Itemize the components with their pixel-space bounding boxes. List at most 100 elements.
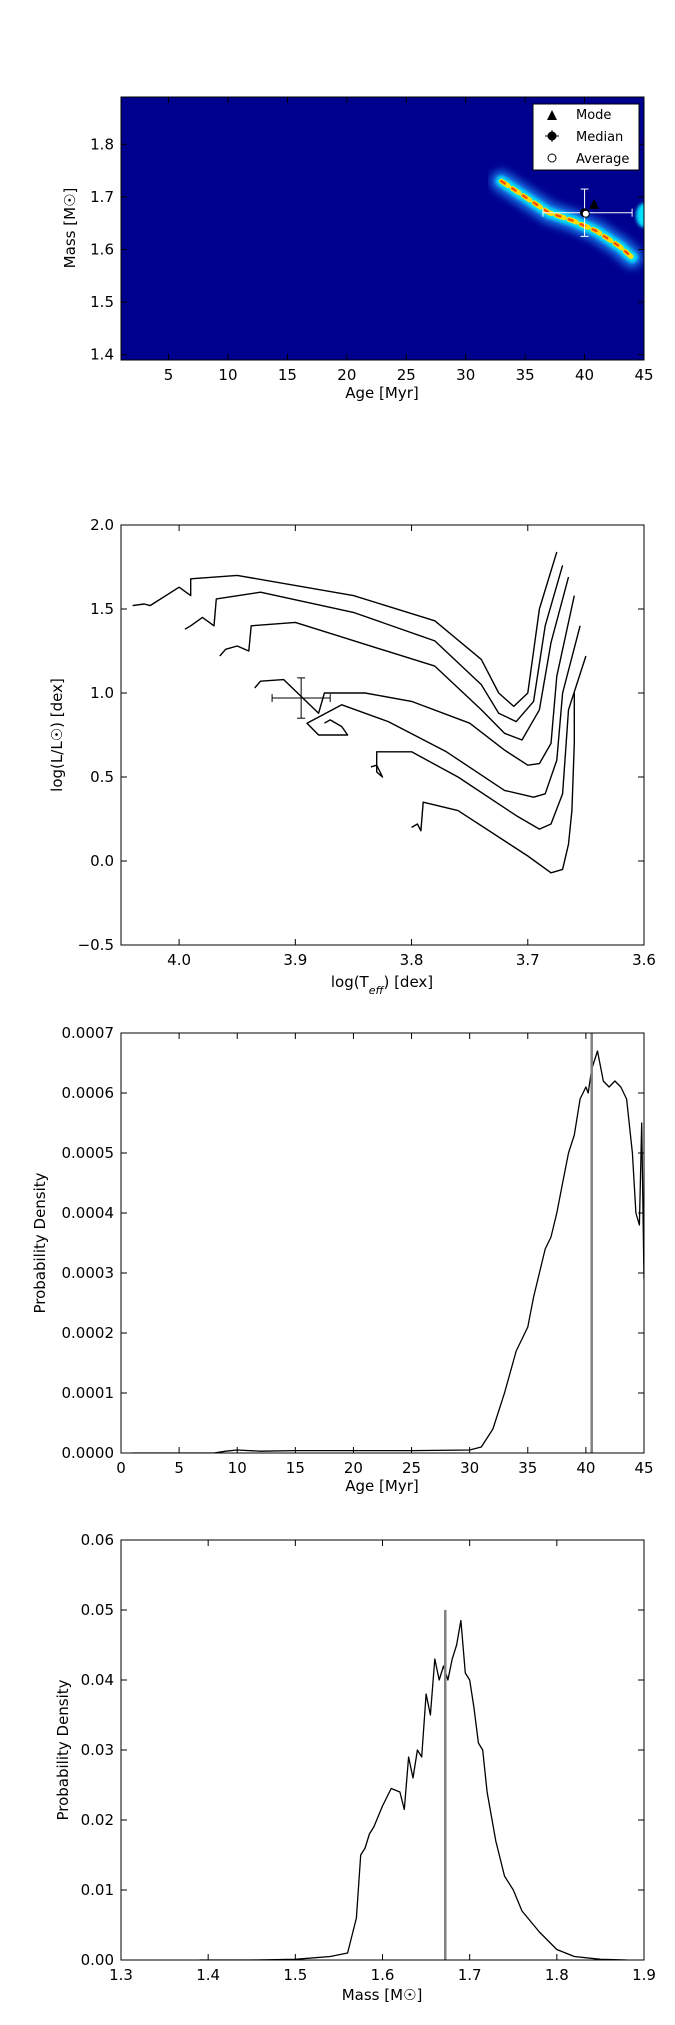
x-tick-label: 10 xyxy=(228,1459,247,1477)
y-axis-label: log(L/L☉) [dex] xyxy=(48,678,66,792)
x-tick-label: 35 xyxy=(516,366,535,384)
plot-frame xyxy=(120,524,645,946)
x-tick-label: 20 xyxy=(337,366,356,384)
axis-ticks: 1.3 1.4 1.5 1.6 1.7 1.8 1.9 0.06 0.05 0.04 0.03 0.0… xyxy=(81,1531,656,1984)
y-tick-label: 0.0004 xyxy=(62,1204,115,1222)
isochrone-5 xyxy=(306,625,581,798)
ridge-hot xyxy=(500,179,634,259)
x-tick-label: 5 xyxy=(164,366,174,384)
x-tick-label: 10 xyxy=(218,366,237,384)
y-tick-label: 0.0005 xyxy=(62,1144,115,1162)
y-tick-label: 0.06 xyxy=(81,1531,114,1549)
plot-frame xyxy=(120,96,645,361)
x-tick-label: 25 xyxy=(397,366,416,384)
axis-ticks: 4.0 3.9 3.8 3.7 3.6 2.0 1.5 1.0 0.5 0.0 −0.5 xyxy=(78,516,656,969)
axis-ticks: 5 10 15 20 25 30 35 40 45 1.4 1.5 1.6 1.7 1.8 xyxy=(90,97,654,384)
legend: Mode Median Average xyxy=(532,103,640,171)
isochrone-4 xyxy=(254,595,575,766)
y-tick-label: 0.0003 xyxy=(62,1264,115,1282)
x-tick-label: 1.8 xyxy=(545,1966,569,1984)
x-tick-label: 5 xyxy=(174,1459,184,1477)
y-tick-label: −0.5 xyxy=(78,936,114,954)
y-tick-label: 2.0 xyxy=(90,516,114,534)
x-tick-label: 4.0 xyxy=(167,951,191,969)
x-tick-label: 15 xyxy=(286,1459,305,1477)
plot-frame xyxy=(120,1032,645,1454)
legend-mode-label: Mode xyxy=(576,108,611,123)
y-tick-label: 0.02 xyxy=(81,1811,114,1829)
heatmap-markers xyxy=(542,188,633,237)
axis-ticks: 0 5 10 15 20 25 30 35 40 45 0.0000 0.0001 0.0002 0.00… xyxy=(62,1024,654,1477)
age-pdf-line xyxy=(132,1050,644,1453)
ridge-edge xyxy=(636,203,644,228)
isochrone-6 xyxy=(370,655,587,830)
panel-mass-age-heatmap: 5 10 15 20 25 30 35 40 45 1.4 1.5 1.6 1.7 1.8 Age [My… xyxy=(61,96,654,402)
x-tick-label: 1.7 xyxy=(458,1966,482,1984)
x-tick-label: 45 xyxy=(634,1459,653,1477)
x-tick-label: 1.4 xyxy=(196,1966,220,1984)
x-tick-label: 1.6 xyxy=(371,1966,395,1984)
y-tick-label: 0.0002 xyxy=(62,1324,115,1342)
y-tick-label: 1.0 xyxy=(90,684,114,702)
plot-frame xyxy=(120,1539,645,1961)
x-tick-label: 35 xyxy=(518,1459,537,1477)
y-tick-label: 0.0 xyxy=(90,852,114,870)
x-tick-label: 1.3 xyxy=(109,1966,133,1984)
y-tick-label: 0.03 xyxy=(81,1741,114,1759)
y-tick-label: 0.5 xyxy=(90,768,114,786)
y-tick-label: 1.4 xyxy=(90,346,114,364)
isochrone-1 xyxy=(132,551,558,708)
y-tick-label: 0.0006 xyxy=(62,1084,115,1102)
x-tick-label: 20 xyxy=(344,1459,363,1477)
x-tick-label: 15 xyxy=(278,366,297,384)
y-axis-label: Mass [M☉] xyxy=(61,188,79,269)
x-tick-label: 3.7 xyxy=(516,951,540,969)
y-axis-label: Probability Density xyxy=(54,1679,72,1820)
mass-pdf-curve xyxy=(199,1610,627,1960)
y-tick-label: 1.6 xyxy=(90,241,114,259)
mode-marker xyxy=(589,198,600,209)
heatmap-ridge xyxy=(490,170,644,269)
isochrone-2 xyxy=(184,565,564,723)
star-errorbar xyxy=(271,677,331,719)
y-tick-label: 0.0001 xyxy=(62,1384,115,1402)
y-tick-label: 1.5 xyxy=(90,293,114,311)
legend-median-marker xyxy=(547,131,557,141)
y-tick-label: 1.5 xyxy=(90,600,114,618)
x-axis-label: Age [Myr] xyxy=(345,384,418,402)
x-tick-label: 3.8 xyxy=(400,951,424,969)
y-tick-label: 0.04 xyxy=(81,1671,114,1689)
y-axis-label: Probability Density xyxy=(31,1172,49,1313)
isochrone-lines xyxy=(132,551,587,874)
legend-average-marker xyxy=(547,153,557,163)
age-pdf-curve xyxy=(132,1033,644,1453)
y-tick-label: 1.8 xyxy=(90,135,114,153)
legend-mode-marker xyxy=(547,110,557,120)
panel-hr-diagram: 4.0 3.9 3.8 3.7 3.6 2.0 1.5 1.0 0.5 0.0 −0.5 log(T… xyxy=(48,516,656,997)
x-tick-label: 3.6 xyxy=(632,951,656,969)
panel-mass-pdf: 1.3 1.4 1.5 1.6 1.7 1.8 1.9 0.06 0.05 0.04 0.03 0.0… xyxy=(54,1531,656,2004)
x-axis-label: Mass [M☉] xyxy=(342,1986,423,2004)
y-tick-label: 0.0000 xyxy=(62,1444,115,1462)
x-tick-label: 3.9 xyxy=(283,951,307,969)
x-tick-label: 30 xyxy=(460,1459,479,1477)
y-tick-label: 0.05 xyxy=(81,1601,114,1619)
x-axis-label: Age [Myr] xyxy=(345,1477,418,1495)
legend-average-label: Average xyxy=(576,152,629,167)
y-tick-label: 0.00 xyxy=(81,1951,114,1969)
x-tick-label: 0 xyxy=(116,1459,126,1477)
x-tick-label: 40 xyxy=(576,1459,595,1477)
isochrone-7 xyxy=(411,693,575,874)
x-tick-label: 1.5 xyxy=(283,1966,307,1984)
x-tick-label: 45 xyxy=(634,366,653,384)
x-tick-label: 25 xyxy=(402,1459,421,1477)
average-marker xyxy=(581,209,590,218)
isochrone-3 xyxy=(219,576,570,741)
panel-age-pdf: 0 5 10 15 20 25 30 35 40 45 0.0000 0.0001 0.0002 0.00… xyxy=(31,1024,654,1495)
x-tick-label: 40 xyxy=(575,366,594,384)
x-tick-label: 30 xyxy=(456,366,475,384)
y-tick-label: 0.01 xyxy=(81,1881,114,1899)
mass-pdf-line xyxy=(199,1619,627,1960)
legend-median-label: Median xyxy=(576,130,623,145)
